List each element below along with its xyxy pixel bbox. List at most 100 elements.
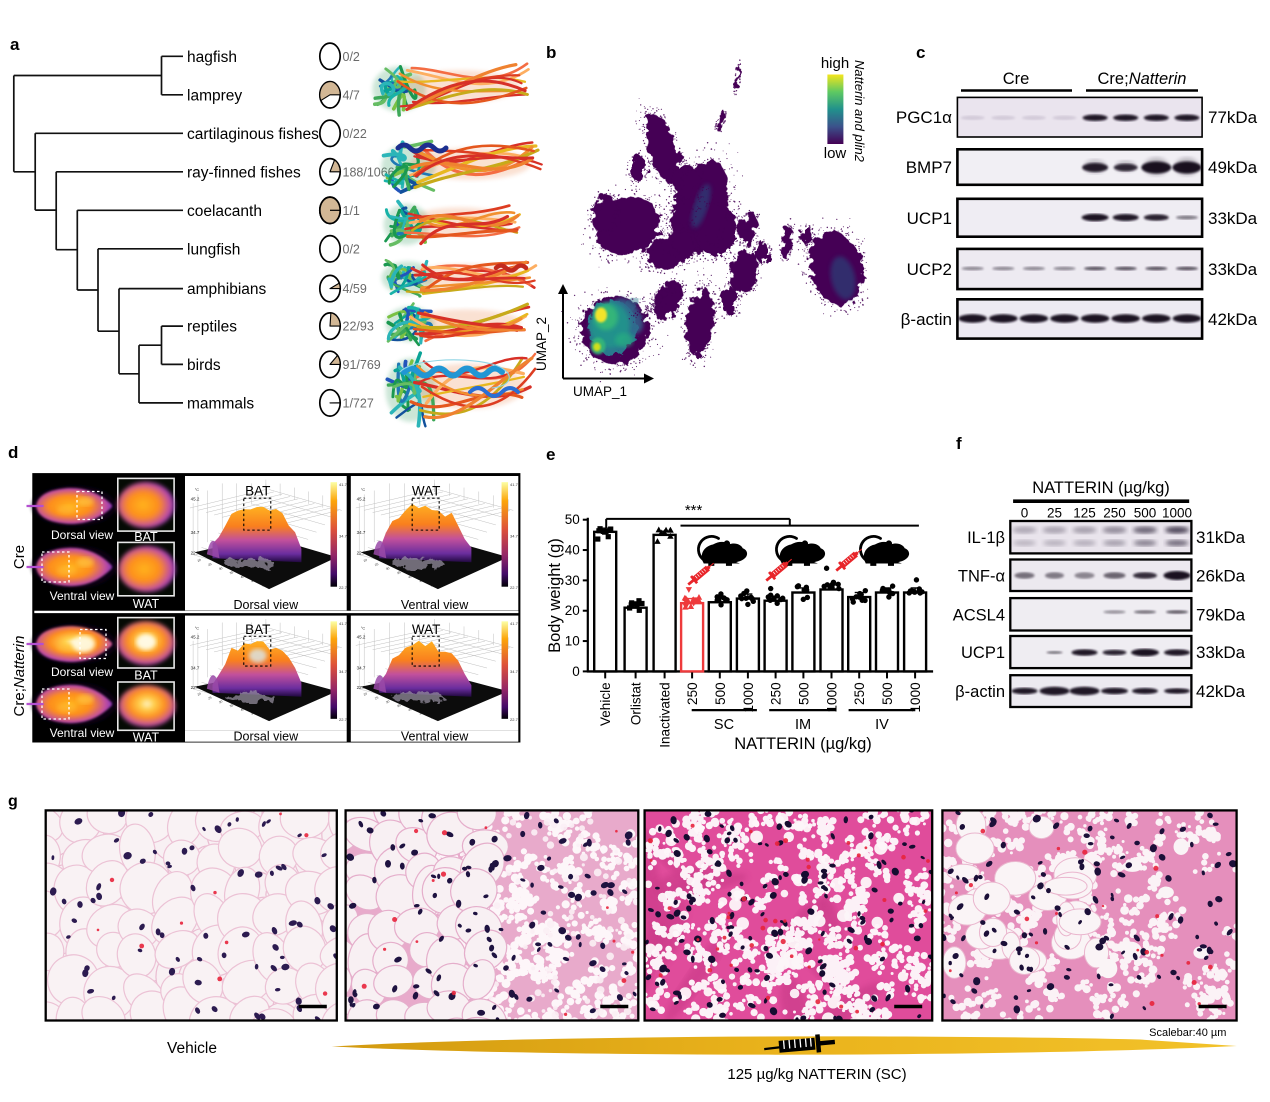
svg-text:42kDa: 42kDa	[1208, 310, 1258, 329]
svg-text:β-actin: β-actin	[901, 310, 952, 329]
svg-text:b: b	[546, 43, 556, 62]
svg-text:°C: °C	[195, 626, 200, 630]
svg-text:Ventral view: Ventral view	[401, 598, 469, 612]
svg-text:500: 500	[796, 682, 811, 705]
svg-text:°C: °C	[195, 488, 200, 492]
svg-text:1000: 1000	[908, 682, 923, 712]
svg-text:BAT: BAT	[245, 484, 270, 499]
svg-text:22.7: 22.7	[191, 551, 200, 556]
svg-text:Dorsal view: Dorsal view	[51, 528, 113, 542]
svg-text:Dorsal view: Dorsal view	[234, 598, 300, 612]
svg-text:41.7: 41.7	[510, 621, 519, 626]
svg-text:1000: 1000	[741, 682, 756, 712]
svg-text:UMAP_2: UMAP_2	[534, 317, 549, 371]
svg-text:mammals: mammals	[187, 395, 254, 412]
svg-text:35: 35	[396, 570, 401, 575]
svg-text:34.7: 34.7	[339, 534, 348, 539]
svg-text:0/22: 0/22	[343, 127, 367, 141]
svg-text:91/769: 91/769	[343, 358, 381, 372]
svg-text:BAT: BAT	[134, 530, 158, 544]
svg-text:WAT: WAT	[412, 484, 441, 499]
svg-text:33kDa: 33kDa	[1208, 260, 1258, 279]
svg-text:UMAP_1: UMAP_1	[573, 384, 627, 399]
svg-text:1/727: 1/727	[343, 396, 374, 410]
svg-text:Dorsal view: Dorsal view	[51, 665, 113, 679]
svg-text:Cre: Cre	[11, 545, 28, 569]
svg-text:high: high	[821, 55, 849, 72]
svg-text:250: 250	[685, 682, 700, 705]
svg-text:Cre;Natterin: Cre;Natterin	[1098, 70, 1187, 88]
svg-text:34.7: 34.7	[510, 534, 519, 539]
svg-text:amphibians: amphibians	[187, 281, 267, 298]
svg-text:IM: IM	[795, 717, 811, 733]
svg-text:30: 30	[218, 566, 223, 571]
svg-text:25: 25	[374, 562, 379, 567]
svg-text:0: 0	[1021, 506, 1029, 521]
svg-text:f: f	[956, 434, 962, 453]
svg-text:25: 25	[207, 695, 212, 700]
svg-text:1000: 1000	[825, 682, 840, 712]
svg-text:45.2: 45.2	[357, 635, 366, 640]
svg-text:45.2: 45.2	[357, 497, 366, 502]
svg-text:33kDa: 33kDa	[1208, 209, 1258, 228]
svg-text:d: d	[8, 443, 18, 462]
svg-text:22.7: 22.7	[357, 685, 366, 690]
svg-text:41.7: 41.7	[339, 621, 348, 626]
svg-text:Body weight (g): Body weight (g)	[546, 538, 564, 653]
svg-text:UCP2: UCP2	[907, 260, 952, 279]
svg-text:UCP1: UCP1	[961, 644, 1005, 662]
svg-text:NATTERIN (µg/kg): NATTERIN (µg/kg)	[1032, 479, 1170, 497]
svg-text:NATTERIN (µg/kg): NATTERIN (µg/kg)	[734, 735, 872, 753]
svg-text:79kDa: 79kDa	[1196, 605, 1246, 624]
svg-text:Orlistat: Orlistat	[629, 682, 644, 725]
svg-text:40: 40	[240, 707, 245, 712]
svg-text:20: 20	[197, 692, 202, 697]
svg-text:250: 250	[1103, 506, 1126, 521]
svg-text:34.7: 34.7	[510, 669, 519, 674]
svg-text:0/2: 0/2	[343, 242, 360, 256]
svg-text:Ventral view: Ventral view	[50, 589, 115, 603]
svg-text:coelacanth: coelacanth	[187, 203, 262, 220]
svg-text:20: 20	[363, 692, 368, 697]
svg-text:35: 35	[396, 703, 401, 708]
svg-text:77kDa: 77kDa	[1208, 108, 1258, 127]
svg-text:250: 250	[769, 682, 784, 705]
svg-text:125: 125	[1073, 506, 1096, 521]
svg-text:50: 50	[565, 512, 580, 527]
svg-text:30: 30	[385, 699, 390, 704]
svg-text:Dorsal view: Dorsal view	[234, 729, 300, 743]
svg-text:20: 20	[565, 603, 580, 618]
svg-text:49kDa: 49kDa	[1208, 158, 1258, 177]
svg-text:34.7: 34.7	[191, 530, 200, 535]
svg-text:***: ***	[685, 502, 703, 519]
svg-text:22.7: 22.7	[510, 717, 519, 722]
svg-text:34.7: 34.7	[357, 666, 366, 671]
svg-text:ACSL4: ACSL4	[953, 606, 1005, 624]
svg-text:TNF-α: TNF-α	[958, 567, 1006, 585]
svg-text:WAT: WAT	[133, 731, 160, 745]
svg-text:PGC1α: PGC1α	[896, 108, 952, 127]
svg-text:10: 10	[565, 634, 580, 649]
svg-text:cartilaginous fishes: cartilaginous fishes	[187, 126, 319, 143]
svg-text:22.7: 22.7	[339, 717, 348, 722]
svg-text:birds: birds	[187, 357, 221, 374]
svg-text:IV: IV	[875, 717, 889, 733]
svg-text:β-actin: β-actin	[955, 683, 1005, 701]
svg-text:500: 500	[880, 682, 895, 705]
svg-text:250: 250	[852, 682, 867, 705]
svg-text:Cre;Natterin: Cre;Natterin	[11, 636, 28, 717]
svg-text:Vehicle: Vehicle	[598, 682, 613, 726]
svg-text:low: low	[824, 145, 847, 162]
svg-text:reptiles: reptiles	[187, 319, 237, 336]
svg-text:41.7: 41.7	[339, 482, 348, 487]
svg-text:c: c	[916, 43, 925, 62]
svg-text:33kDa: 33kDa	[1196, 643, 1246, 662]
svg-text:34.7: 34.7	[339, 669, 348, 674]
svg-text:SC: SC	[714, 717, 734, 733]
svg-text:22/93: 22/93	[343, 320, 374, 334]
svg-text:25: 25	[207, 562, 212, 567]
svg-text:22.7: 22.7	[357, 551, 366, 556]
svg-text:41.7: 41.7	[510, 482, 519, 487]
svg-text:Ventral view: Ventral view	[401, 729, 469, 743]
svg-text:26kDa: 26kDa	[1196, 566, 1246, 585]
